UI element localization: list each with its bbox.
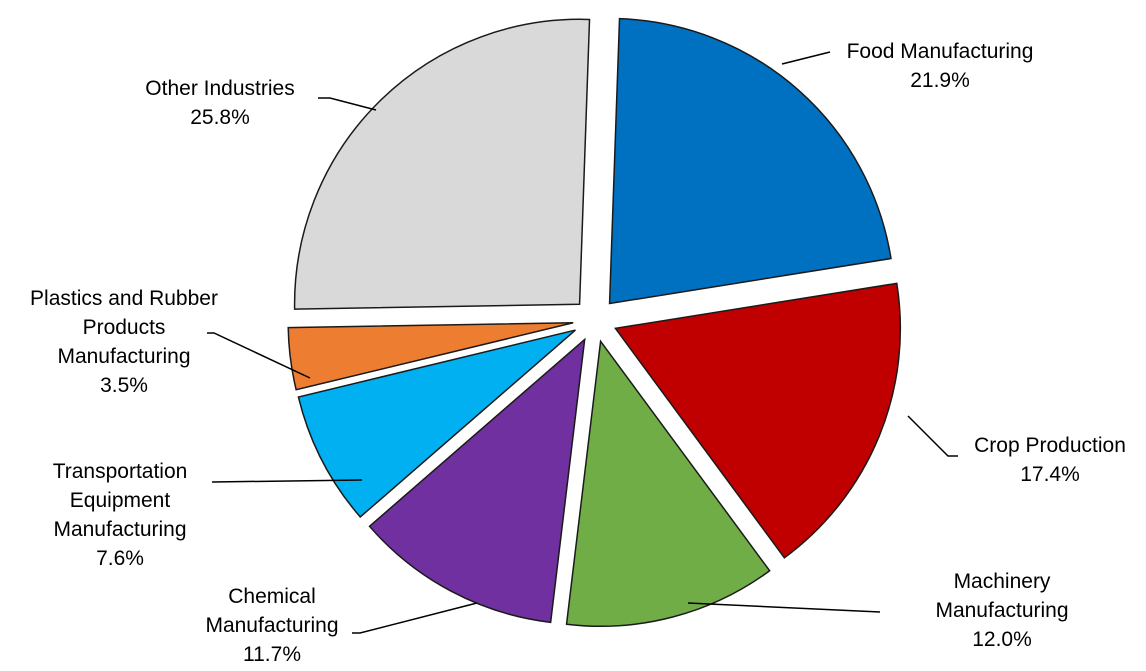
slice-percent: 17.4% [1020,463,1080,486]
slice-label-line: Chemical [228,585,316,608]
leader-line-transportation-equipment-manufacturing [211,479,363,483]
pie-slice-food-manufacturing [608,17,892,305]
leader-line-food-manufacturing [781,51,831,65]
leader-lines [207,51,958,634]
leader-line-chemical-manufacturing [352,602,478,634]
pie-slices [287,17,902,627]
slice-label-transportation-equipment-manufacturing: Transportation Equipment Manufacturing 7.6% [53,460,188,570]
slice-percent: 12.0% [972,628,1032,651]
slice-label-crop-production: Crop Production 17.4% [974,434,1126,486]
slice-percent: 7.6% [96,547,144,570]
slice-label-food-manufacturing: Food Manufacturing 21.9% [847,40,1034,92]
slice-percent: 3.5% [100,374,148,397]
slice-label-other-industries: Other Industries 25.8% [145,77,294,129]
slice-label-line: Manufacturing [57,345,190,368]
leader-line-other-industries [318,97,377,111]
slice-label-chemical-manufacturing: Chemical Manufacturing 11.7% [205,585,338,666]
slice-label-line: Crop Production [974,434,1126,457]
slice-label-line: Equipment [70,489,171,512]
leader-line-machinery-manufacturing [687,602,881,613]
slice-labels: Food Manufacturing 21.9% Crop Production 17… [30,40,1126,666]
slice-percent: 11.7% [243,643,301,666]
slice-label-line: Machinery [954,570,1051,593]
pie-slice-crop-production [614,282,902,559]
slice-label-machinery-manufacturing: Machinery Manufacturing 12.0% [935,570,1068,651]
leader-line-plastics-and-rubber-products-manufacturing [207,332,311,379]
pie-slice-machinery-manufacturing [565,339,771,627]
pie-slice-other-industries [293,18,591,310]
pie-slice-transportation-equipment-manufacturing [297,329,576,519]
pie-slice-plastics-and-rubber-products-manufacturing [287,322,574,391]
slice-label-line: Transportation [53,460,188,483]
pie-slice-chemical-manufacturing [368,337,586,624]
slice-label-plastics-and-rubber-products-manufacturing: Plastics and Rubber Products Manufacturing… [30,287,218,397]
slice-label-line: Other Industries [145,77,294,100]
slice-label-line: Manufacturing [205,614,338,637]
slice-label-line: Food Manufacturing [847,40,1034,63]
slice-percent: 21.9% [910,69,970,92]
leader-line-crop-production [907,415,958,457]
slice-label-line: Manufacturing [935,599,1068,622]
slice-percent: 25.8% [190,106,250,129]
slice-label-line: Plastics and Rubber [30,287,218,310]
slice-label-line: Products [83,316,166,339]
slice-label-line: Manufacturing [53,518,186,541]
